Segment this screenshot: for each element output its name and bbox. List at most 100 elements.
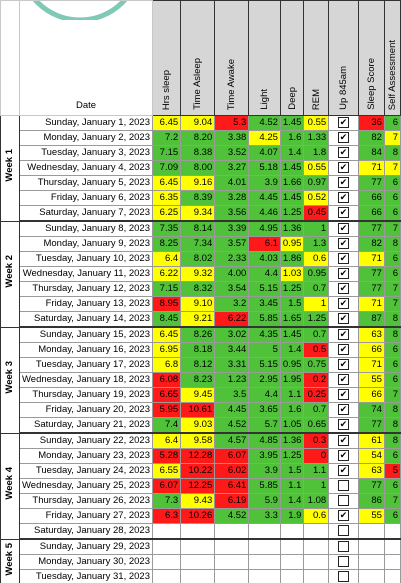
- value-cell: 1.36: [279, 220, 305, 237]
- value-cell: 8.14: [180, 220, 216, 237]
- value-cell: 3.95: [248, 448, 281, 464]
- week-cell: Week 4: [0, 432, 20, 540]
- value-cell: 8.38: [180, 145, 216, 161]
- value-cell: 6: [383, 205, 401, 222]
- value-cell: [151, 569, 182, 583]
- value-cell: 71: [357, 357, 385, 373]
- checkbox: ✔: [337, 176, 349, 188]
- value-cell: 8.32: [180, 281, 216, 297]
- value-cell: 8: [383, 417, 401, 434]
- value-cell: 0.55: [303, 115, 330, 131]
- value-cell: 6.41: [214, 478, 250, 494]
- date-cell: Thursday, January 5, 2023: [19, 175, 153, 191]
- value-cell: 54: [357, 448, 385, 464]
- value-cell: 1.86: [279, 251, 305, 267]
- value-cell: 8.26: [180, 326, 216, 343]
- checkbox: ✔: [337, 146, 349, 158]
- data-row: Tuesday, January 3, 2023 7.15 8.38 3.52 4.07…: [1, 145, 401, 161]
- date-cell: Sunday, January 29, 2023: [19, 538, 153, 555]
- data-row: Saturday, January 14, 2023 8.45 9.21 6.22 5.…: [1, 311, 401, 328]
- date-cell: Saturday, January 7, 2023: [19, 205, 153, 222]
- checkbox: [337, 570, 349, 582]
- value-cell: 8: [383, 432, 401, 449]
- date-cell: Monday, January 30, 2023: [19, 554, 153, 570]
- value-cell: 82: [357, 236, 385, 252]
- value-cell: 6: [383, 478, 401, 494]
- value-cell: [279, 569, 305, 583]
- value-cell: 77: [357, 220, 385, 237]
- checkbox-cell: ✔: [328, 417, 359, 434]
- value-cell: 5: [383, 463, 401, 479]
- value-cell: 6.07: [151, 478, 182, 494]
- checkbox: ✔: [337, 343, 349, 355]
- value-cell: 6: [383, 115, 401, 131]
- value-cell: 6: [383, 342, 401, 358]
- week-cell: Week 1: [0, 115, 20, 222]
- value-cell: 7.3: [151, 493, 182, 509]
- value-cell: 0.95: [303, 266, 330, 282]
- week-cell: Week 2: [0, 220, 20, 328]
- value-cell: 55: [357, 372, 385, 388]
- checkbox-cell: ✔: [328, 326, 359, 343]
- value-cell: 7: [383, 281, 401, 297]
- checkbox-cell: ✔: [328, 175, 359, 191]
- data-row: Thursday, January 26, 2023 7.3 9.43 6.19 5.9…: [1, 493, 401, 509]
- value-cell: [248, 523, 281, 540]
- date-cell: Tuesday, January 31, 2023: [19, 569, 153, 583]
- value-cell: 9.21: [180, 311, 216, 328]
- value-cell: 77: [357, 175, 385, 191]
- value-cell: 3.56: [214, 205, 250, 222]
- value-cell: 3.57: [214, 236, 250, 252]
- value-cell: 0.6: [303, 508, 330, 524]
- data-row: Monday, January 16, 2023 6.95 8.18 3.44 5 1.4…: [1, 342, 401, 358]
- value-cell: 1.45: [279, 190, 305, 206]
- value-cell: 0.25: [303, 387, 330, 403]
- value-cell: 0.6: [303, 251, 330, 267]
- data-row: Thursday, January 12, 2023 7.15 8.32 3.54 5.…: [1, 281, 401, 297]
- checkbox-cell: ✔: [328, 296, 359, 312]
- checkbox: [337, 479, 349, 491]
- value-cell: 8.45: [151, 311, 182, 328]
- value-cell: 63: [357, 326, 385, 343]
- value-cell: 1.25: [303, 311, 330, 328]
- data-row: Monday, January 9, 2023 8.25 7.34 3.57 6.1 0.…: [1, 236, 401, 252]
- checkbox-cell: ✔: [328, 463, 359, 479]
- value-cell: 1.6: [279, 130, 305, 146]
- value-cell: 4.52: [214, 417, 250, 434]
- value-cell: 3.2: [214, 296, 250, 312]
- value-cell: 4.03: [248, 251, 281, 267]
- value-cell: 4.01: [214, 175, 250, 191]
- checkbox-cell: ✔: [328, 342, 359, 358]
- value-cell: 4.4: [248, 387, 281, 403]
- value-cell: 7: [383, 160, 401, 176]
- value-cell: 1.9: [279, 508, 305, 524]
- checkbox: ✔: [337, 191, 349, 203]
- data-row: Tuesday, January 17, 2023 6.8 8.12 3.31 5.15…: [1, 357, 401, 373]
- data-row: Thursday, January 5, 2023 6.45 9.16 4.01 3.9…: [1, 175, 401, 191]
- column-header: Hrs sleep: [151, 0, 182, 116]
- checkbox-cell: ✔: [328, 130, 359, 146]
- value-cell: [303, 523, 330, 540]
- value-cell: 0.3: [303, 432, 330, 449]
- value-cell: [180, 554, 216, 570]
- value-cell: 66: [357, 205, 385, 222]
- value-cell: 3.52: [214, 145, 250, 161]
- value-cell: 66: [357, 387, 385, 403]
- checkbox-cell: ✔: [328, 508, 359, 524]
- value-cell: 8: [383, 311, 401, 328]
- column-header-text: Up 845am: [337, 66, 349, 110]
- column-header-text: Self Assessment: [386, 39, 398, 110]
- value-cell: 0.7: [303, 326, 330, 343]
- value-cell: 1.45: [279, 115, 305, 131]
- date-cell: Thursday, January 19, 2023: [19, 387, 153, 403]
- value-cell: 5.85: [248, 311, 281, 328]
- value-cell: 6: [383, 372, 401, 388]
- value-cell: 5.15: [248, 281, 281, 297]
- value-cell: [180, 523, 216, 540]
- value-cell: 1.45: [279, 326, 305, 343]
- header-row: Date Hrs sleep Time Asleep Time Awake Light…: [0, 0, 401, 116]
- value-cell: 0.95: [279, 357, 305, 373]
- checkbox-cell: ✔: [328, 266, 359, 282]
- checkbox: ✔: [337, 418, 349, 430]
- data-row: Wednesday, January 11, 2023 6.22 9.32 4.00 4…: [1, 266, 401, 282]
